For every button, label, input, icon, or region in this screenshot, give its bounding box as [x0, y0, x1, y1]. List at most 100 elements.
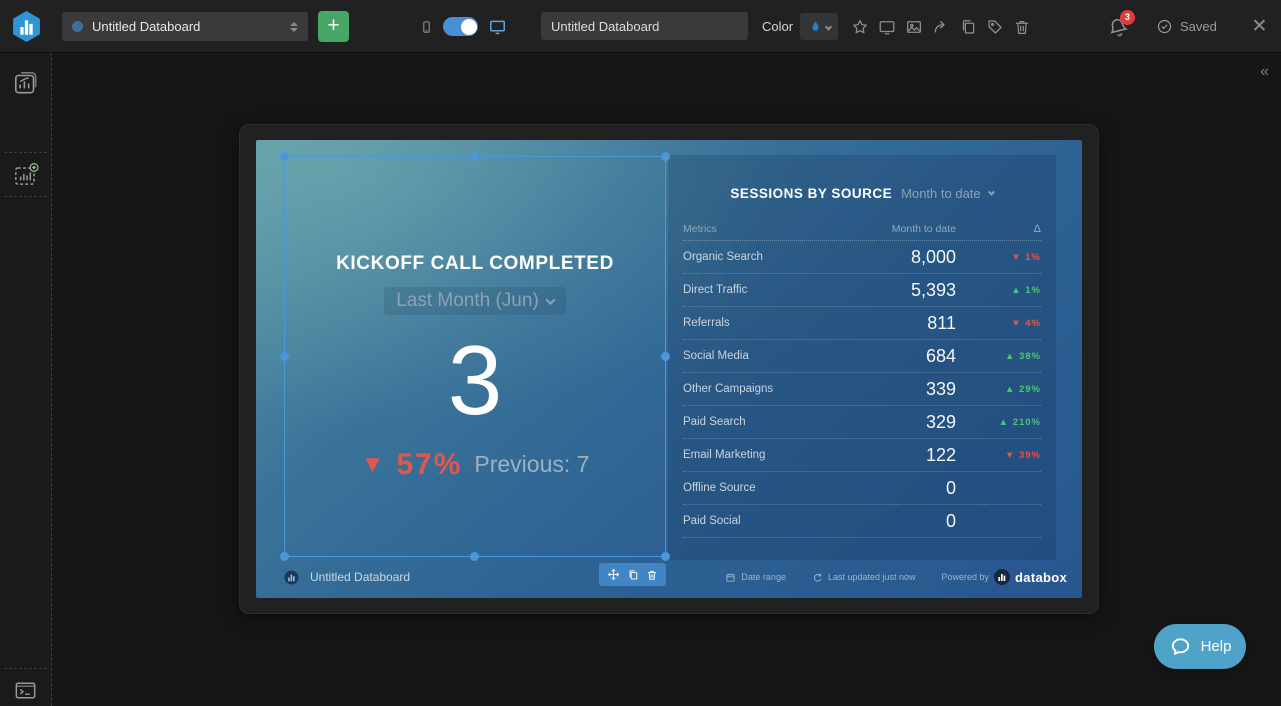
board-name-input[interactable]	[541, 12, 748, 40]
metrics-table-body: Organic Search 8,000 ▼ 1% Direct Traffic…	[683, 241, 1041, 538]
kpi-widget-kickoff-call[interactable]: KICKOFF CALL COMPLETED Last Month (Jun) …	[280, 152, 670, 561]
databoard-surface[interactable]: KICKOFF CALL COMPLETED Last Month (Jun) …	[256, 140, 1082, 598]
metric-value: 811	[927, 312, 956, 333]
mobile-icon[interactable]	[420, 17, 433, 37]
saved-label: Saved	[1180, 19, 1217, 34]
color-picker-button[interactable]	[800, 13, 838, 40]
metric-name: Paid Search	[683, 416, 746, 428]
help-button[interactable]: Help	[1154, 624, 1246, 669]
kpi-date-range-dropdown[interactable]: Last Month (Jun)	[384, 287, 566, 315]
table-date-range-label: Month to date	[901, 186, 981, 201]
save-status: Saved	[1156, 0, 1217, 53]
kpi-value: 3	[447, 325, 503, 435]
board-select-dropdown[interactable]: Untitled Databoard	[62, 12, 308, 41]
image-icon[interactable]	[900, 0, 927, 53]
metric-delta: ▲ 1%	[1011, 284, 1041, 296]
resize-handle[interactable]	[470, 152, 479, 161]
table-row[interactable]: Other Campaigns 339 ▲ 29%	[683, 373, 1041, 406]
date-range-control[interactable]: Date range	[725, 572, 786, 583]
notifications-button[interactable]: 3	[1100, 0, 1136, 53]
sidebar-divider	[4, 196, 47, 197]
metric-delta: ▼ 4%	[1011, 317, 1041, 329]
kpi-title: KICKOFF CALL COMPLETED	[336, 253, 614, 274]
metric-name: Social Media	[683, 350, 749, 362]
check-circle-icon	[1156, 18, 1173, 35]
table-row[interactable]: Direct Traffic 5,393 ▲ 1%	[683, 274, 1041, 307]
board-footer: Untitled Databoard Date range Last updat…	[284, 563, 1067, 591]
col-delta: Δ	[1033, 223, 1041, 235]
metric-delta: ▼ 39%	[1004, 449, 1041, 461]
metric-value: 122	[925, 444, 956, 465]
last-updated-status[interactable]: Last updated just now	[812, 572, 916, 583]
table-row[interactable]: Paid Social 0	[683, 505, 1041, 538]
metric-name: Organic Search	[683, 251, 763, 263]
board-logo-icon	[284, 569, 299, 585]
board-color-dot	[72, 21, 83, 32]
refresh-icon	[814, 573, 822, 582]
board-footer-title: Untitled Databoard	[284, 569, 410, 585]
table-date-range-dropdown[interactable]: Month to date	[901, 186, 995, 201]
move-icon[interactable]	[607, 568, 621, 582]
editor-canvas: « KICKOFF CALL COMPLETED	[52, 53, 1281, 706]
widget-action-toolbar	[599, 563, 666, 586]
add-databoard-button[interactable]: +	[318, 11, 349, 42]
metric-value: 684	[925, 345, 956, 366]
table-row[interactable]: Offline Source 0	[683, 472, 1041, 505]
col-metrics: Metrics	[683, 223, 717, 235]
delete-widget-icon[interactable]	[645, 568, 659, 582]
metric-delta: ▲ 210%	[998, 416, 1041, 428]
metric-name: Other Campaigns	[683, 383, 774, 395]
desktop-icon[interactable]	[488, 18, 507, 36]
kpi-delta-percent: 57%	[396, 447, 463, 481]
table-row[interactable]: Organic Search 8,000 ▼ 1%	[683, 241, 1041, 274]
notification-badge: 3	[1120, 10, 1135, 25]
device-toggle[interactable]	[443, 17, 478, 36]
databox-brand-label: databox	[1015, 569, 1067, 585]
chat-bubble-icon	[1171, 638, 1189, 655]
table-row[interactable]: Email Marketing 122 ▼ 39%	[683, 439, 1041, 472]
favorite-star-icon[interactable]	[846, 0, 873, 53]
calendar-icon	[726, 573, 736, 582]
tag-icon[interactable]	[981, 0, 1008, 53]
metric-delta: ▼ 1%	[1011, 251, 1041, 263]
kpi-previous-value: Previous: 7	[474, 451, 590, 478]
metric-name: Referrals	[683, 317, 730, 329]
table-widget-sessions-by-source[interactable]: SESSIONS BY SOURCE Month to date Metrics…	[668, 155, 1056, 560]
trash-icon[interactable]	[1008, 0, 1035, 53]
metric-value: 329	[925, 411, 956, 432]
color-label: Color	[762, 19, 794, 34]
resize-handle[interactable]	[280, 152, 289, 161]
duplicate-icon[interactable]	[954, 0, 981, 53]
share-arrow-icon[interactable]	[927, 0, 954, 53]
resize-handle[interactable]	[470, 552, 479, 561]
kpi-comparison: ▼ 57% Previous: 7	[361, 448, 590, 482]
resize-handle[interactable]	[661, 351, 670, 361]
powered-by-label: Powered by	[941, 572, 990, 582]
table-row[interactable]: Paid Search 329 ▲ 210%	[683, 406, 1041, 439]
powered-by-databox[interactable]: Powered by databox	[942, 569, 1067, 585]
metric-name: Offline Source	[683, 482, 756, 494]
metric-value: 339	[925, 378, 956, 399]
board-select-value: Untitled Databoard	[92, 19, 201, 34]
close-editor-button[interactable]: ✕	[1251, 16, 1268, 37]
metric-name: Direct Traffic	[683, 284, 748, 296]
databox-logo-icon[interactable]	[10, 10, 43, 43]
sidebar-item-add-datablock[interactable]	[0, 158, 51, 192]
sidebar-item-databoards[interactable]	[0, 63, 51, 103]
resize-handle[interactable]	[661, 552, 670, 561]
table-title: SESSIONS BY SOURCE	[730, 186, 893, 201]
table-row[interactable]: Social Media 684 ▲ 38%	[683, 340, 1041, 373]
duplicate-widget-icon[interactable]	[626, 568, 640, 582]
metric-value: 0	[945, 510, 956, 531]
resize-handle[interactable]	[661, 152, 670, 161]
metric-delta: ▲ 38%	[1004, 350, 1041, 362]
sidebar-item-console[interactable]	[0, 673, 51, 706]
tv-display-icon[interactable]	[873, 0, 900, 53]
table-row[interactable]: Referrals 811 ▼ 4%	[683, 307, 1041, 340]
sidebar-divider	[4, 152, 47, 153]
resize-handle[interactable]	[280, 351, 289, 361]
collapse-panel-icon[interactable]: «	[1260, 63, 1269, 80]
resize-handle[interactable]	[280, 552, 289, 561]
metric-value: 5,393	[910, 279, 956, 300]
